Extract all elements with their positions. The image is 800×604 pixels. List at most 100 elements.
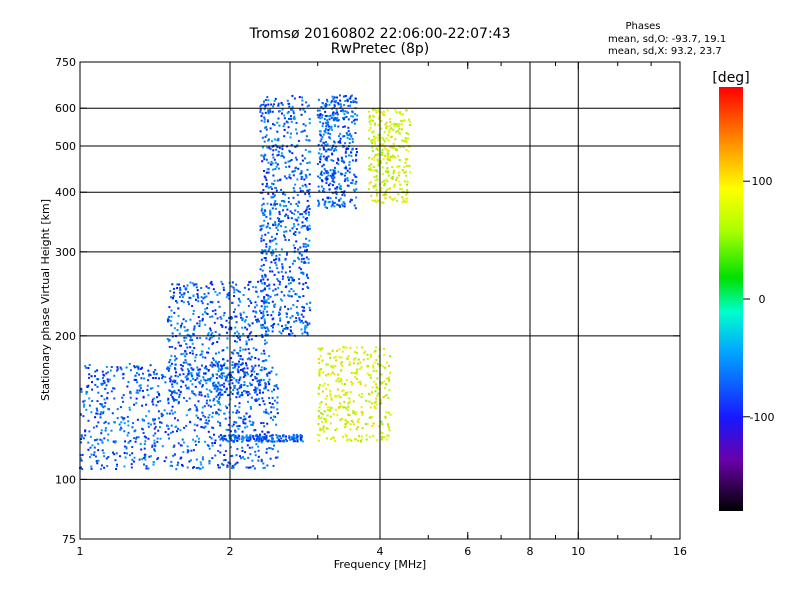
data-point xyxy=(148,455,151,458)
data-point xyxy=(343,116,346,119)
data-point xyxy=(333,356,336,359)
data-point xyxy=(319,158,322,161)
data-point xyxy=(323,430,326,433)
data-point xyxy=(209,337,212,340)
data-point xyxy=(136,372,138,374)
data-point xyxy=(146,384,149,387)
data-point xyxy=(281,103,284,106)
data-point xyxy=(380,399,382,402)
data-point xyxy=(374,179,377,182)
data-point xyxy=(342,435,345,438)
data-point xyxy=(271,390,273,393)
data-point xyxy=(207,292,210,295)
data-point xyxy=(176,329,179,331)
data-point xyxy=(180,456,183,459)
data-point xyxy=(354,207,357,210)
data-point xyxy=(274,161,277,164)
data-point xyxy=(113,387,116,390)
data-point xyxy=(293,259,295,262)
data-point xyxy=(108,378,111,381)
data-point xyxy=(258,437,261,440)
data-point xyxy=(105,366,108,368)
data-point xyxy=(127,381,130,383)
data-point xyxy=(384,395,386,398)
data-point xyxy=(341,109,344,111)
data-point xyxy=(103,437,106,440)
data-point xyxy=(378,425,381,428)
data-point xyxy=(302,190,304,193)
data-point xyxy=(329,356,332,359)
data-point xyxy=(221,393,224,396)
data-point xyxy=(211,343,214,346)
data-point xyxy=(80,438,83,440)
data-point xyxy=(264,327,267,330)
data-point xyxy=(323,168,326,171)
data-point xyxy=(349,200,352,203)
data-point xyxy=(382,138,385,141)
data-point xyxy=(192,332,195,335)
data-point xyxy=(116,417,119,420)
data-point xyxy=(270,235,273,238)
data-point xyxy=(374,136,377,139)
data-point xyxy=(385,127,388,129)
data-point xyxy=(218,367,221,370)
data-point xyxy=(205,402,208,405)
data-point xyxy=(256,373,259,375)
data-point xyxy=(261,136,264,139)
data-point xyxy=(128,454,131,457)
data-point xyxy=(270,187,273,190)
data-point xyxy=(212,342,215,344)
data-point xyxy=(387,152,390,155)
data-point xyxy=(242,376,245,379)
data-point xyxy=(211,365,214,368)
data-point xyxy=(191,282,194,285)
data-point xyxy=(181,296,184,299)
data-point xyxy=(274,222,277,225)
data-point xyxy=(403,200,406,203)
data-point xyxy=(135,402,138,405)
data-point xyxy=(340,362,342,365)
data-point xyxy=(207,395,210,398)
data-point xyxy=(259,268,262,271)
data-point xyxy=(365,399,368,402)
data-point xyxy=(372,422,375,425)
data-point xyxy=(203,293,206,295)
data-point xyxy=(216,293,219,296)
data-point xyxy=(287,197,290,200)
data-point xyxy=(287,279,290,281)
data-point xyxy=(246,425,249,428)
data-point xyxy=(377,387,380,390)
data-point xyxy=(147,425,150,428)
data-point xyxy=(93,451,96,454)
data-point xyxy=(357,381,360,384)
data-point xyxy=(305,208,308,211)
data-point xyxy=(174,453,176,456)
data-point xyxy=(257,455,260,458)
data-point xyxy=(332,366,335,369)
data-point xyxy=(306,168,309,171)
data-point xyxy=(279,204,282,207)
data-point xyxy=(272,123,274,126)
data-point xyxy=(151,400,154,403)
data-point xyxy=(194,283,197,286)
data-point xyxy=(181,322,183,325)
data-point xyxy=(371,386,374,389)
data-point xyxy=(343,135,346,138)
data-point xyxy=(343,125,346,128)
data-point xyxy=(191,352,194,355)
data-point xyxy=(299,162,302,165)
data-point xyxy=(145,467,148,470)
data-point xyxy=(342,117,345,119)
data-point xyxy=(174,398,177,401)
data-point xyxy=(331,184,334,187)
data-point xyxy=(329,114,332,117)
data-point xyxy=(265,215,268,218)
data-point xyxy=(227,380,230,383)
data-point xyxy=(133,403,136,406)
data-point xyxy=(274,138,276,141)
data-point xyxy=(178,373,181,376)
data-point xyxy=(215,412,217,415)
data-point xyxy=(263,302,266,305)
data-point xyxy=(299,321,302,324)
data-point xyxy=(327,184,330,187)
